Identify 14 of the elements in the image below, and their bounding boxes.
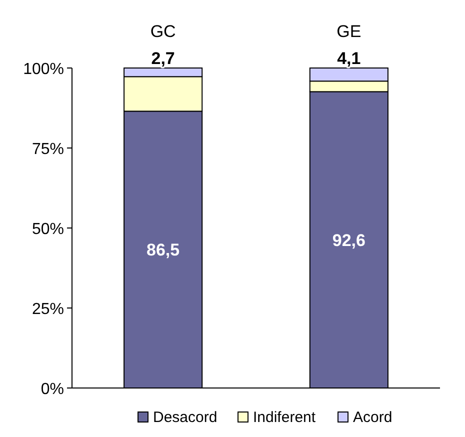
legend-label: Indiferent	[253, 409, 316, 426]
data-label: 4,1	[337, 49, 361, 68]
y-tick-label: 75%	[32, 141, 64, 158]
y-tick-label: 25%	[32, 301, 64, 318]
y-tick-label: 100%	[23, 61, 64, 78]
y-tick-label: 0%	[40, 381, 64, 398]
legend-label: Acord	[353, 409, 392, 426]
x-tick-label: GE	[336, 22, 362, 41]
y-tick-label: 50%	[32, 221, 64, 238]
data-label: 92,6	[332, 230, 366, 250]
data-label: 86,5	[146, 240, 180, 260]
data-label: 2,7	[151, 49, 175, 68]
x-tick-label: GC	[150, 22, 176, 41]
legend-label: Desacord	[153, 409, 218, 426]
